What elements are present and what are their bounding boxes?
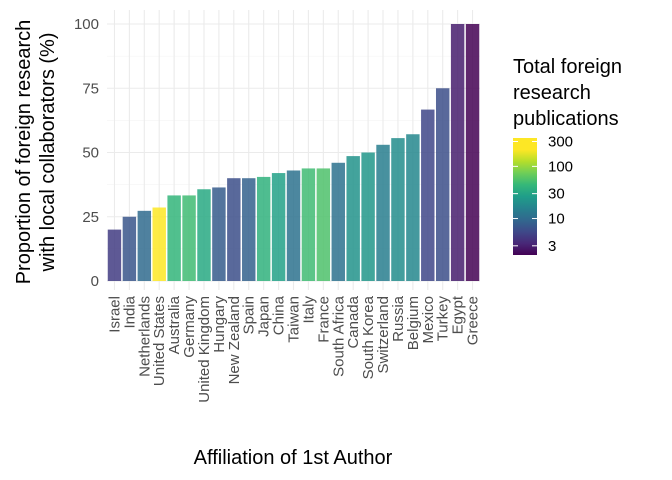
x-tick-label: South Africa (330, 295, 347, 377)
bar (256, 176, 271, 281)
x-tick-label: China (271, 295, 288, 335)
legend-title-line: publications (513, 108, 619, 130)
x-tick-label: Spain (241, 296, 258, 334)
bar (435, 88, 450, 281)
bar (227, 178, 241, 281)
x-tick-label: Belgium (405, 296, 422, 350)
bar (465, 24, 480, 281)
x-tick-label: Hungary (211, 296, 228, 353)
x-tick-label: Switzerland (375, 296, 392, 374)
bar (137, 210, 152, 281)
bar (242, 178, 256, 281)
y-axis-title-line: Proportion of foreign research (13, 20, 35, 285)
bar (167, 195, 181, 281)
y-axis-title-line: with local collaborators (%) (37, 33, 59, 273)
legend-tick-label: 100 (548, 158, 573, 175)
bar (406, 134, 420, 281)
x-tick-label: Japan (256, 296, 273, 337)
y-tick-label: 50 (82, 145, 99, 162)
bar (152, 207, 166, 281)
bar (316, 168, 331, 281)
y-axis-title: Proportion of foreign research with local… (13, 20, 59, 285)
legend-tick-label: 300 (548, 133, 573, 150)
x-tick-label: Turkey (435, 296, 452, 342)
bar (391, 138, 405, 281)
x-tick-label: New Zealand (226, 296, 243, 384)
bar (212, 187, 226, 281)
bar (197, 189, 211, 281)
x-tick-label: Mexico (420, 296, 437, 344)
bar (376, 144, 390, 281)
legend-tick-label: 10 (548, 211, 565, 228)
y-axis-ticks: 0 25 50 75 100 (74, 16, 99, 290)
x-tick-label: Taiwan (286, 296, 303, 343)
legend-tick-label: 30 (548, 186, 565, 203)
y-tick-label: 0 (91, 273, 99, 290)
legend: Total foreign research publications 3 10 30 10… (513, 56, 622, 255)
x-tick-label: Egypt (450, 295, 467, 334)
bar (182, 195, 196, 281)
bar (271, 173, 286, 281)
legend-title-line: research (513, 82, 591, 104)
x-tick-label: Israel (106, 296, 123, 333)
legend-title-line: Total foreign (513, 56, 622, 78)
bar (107, 229, 122, 281)
bar (122, 216, 137, 281)
legend-tick-label: 3 (548, 238, 556, 255)
bar (346, 156, 360, 281)
legend-colorbar (513, 138, 537, 255)
bar (286, 170, 301, 281)
bar (421, 109, 435, 281)
bar (450, 24, 465, 281)
y-tick-label: 25 (82, 209, 99, 226)
y-tick-label: 100 (74, 16, 99, 33)
bar (361, 152, 375, 281)
y-tick-label: 75 (82, 80, 99, 97)
x-tick-label: Canada (345, 295, 362, 348)
x-tick-label: Netherlands (136, 296, 153, 377)
bar-series (107, 24, 480, 281)
x-tick-label: France (315, 296, 332, 343)
bar (301, 168, 316, 281)
x-tick-label: Italy (300, 296, 317, 324)
x-tick-label: Australia (166, 295, 183, 354)
x-axis-title: Affiliation of 1st Author (194, 447, 393, 469)
x-tick-label: Russia (390, 295, 407, 342)
bar (331, 162, 345, 281)
x-tick-label: United States (151, 296, 168, 386)
x-tick-label: United Kingdom (196, 296, 213, 403)
x-tick-label: Germany (181, 296, 198, 358)
x-tick-label: South Korea (360, 295, 377, 379)
x-tick-label: Greece (465, 296, 482, 345)
x-tick-label: India (121, 295, 138, 328)
